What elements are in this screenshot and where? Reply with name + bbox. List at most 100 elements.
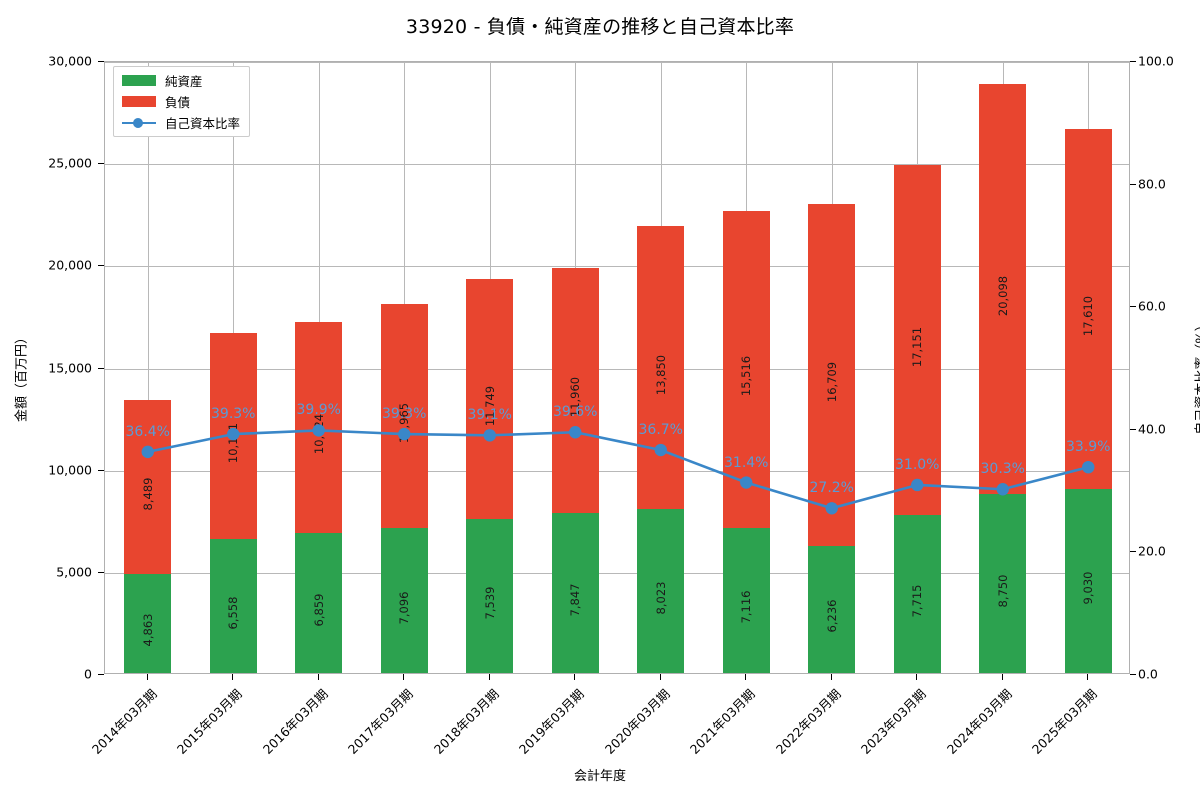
bar-stack[interactable]: 7,539 11,749 [466, 278, 514, 673]
y-axis-right-tick-mark [1130, 674, 1136, 675]
bar-segment-equity[interactable]: 9,030 [1064, 488, 1112, 673]
bar-value-label-debt: 10,324 [311, 414, 326, 455]
y-axis-right-tick-label: 80.0 [1138, 176, 1166, 192]
bar-value-label-debt: 10,101 [226, 422, 241, 463]
y-axis-left-tick-mark [98, 469, 104, 471]
bar-segment-equity[interactable]: 6,236 [808, 545, 856, 673]
y-axis-left-tick-mark [98, 265, 104, 267]
bar-stack[interactable]: 7,847 11,960 [551, 268, 599, 673]
y-axis-left-tick-mark [98, 61, 104, 62]
bar-stack[interactable]: 8,023 13,850 [637, 226, 685, 673]
gridline-horizontal [105, 164, 1129, 166]
y-axis-left-tick-label: 20,000 [48, 257, 92, 273]
gridline-horizontal [105, 266, 1129, 268]
legend-item[interactable]: 負債 [122, 94, 240, 110]
legend-item[interactable]: 純資産 [122, 73, 240, 89]
legend-line-marker [122, 117, 156, 128]
x-axis-tick-mark [232, 674, 234, 680]
chart-title: 33920 - 負債・純資産の推移と自己資本比率 [405, 16, 795, 38]
ratio-value-label: 39.9% [296, 402, 341, 419]
bar-stack[interactable]: 6,236 16,709 [808, 204, 856, 673]
bar-value-label-debt: 17,151 [910, 327, 925, 368]
bar-value-label-equity: 7,096 [397, 591, 412, 624]
bar-value-label-debt: 20,098 [995, 275, 1010, 317]
y-axis-left-tick-label: 10,000 [48, 462, 92, 478]
bar-segment-equity[interactable]: 7,715 [893, 515, 941, 673]
bar-value-label-equity: 8,750 [995, 574, 1010, 608]
bar-segment-debt[interactable]: 11,960 [551, 268, 599, 513]
y-axis-right-tick-mark [1130, 183, 1136, 185]
legend-color-swatch [122, 75, 156, 86]
bar-value-label-debt: 17,610 [1081, 295, 1096, 336]
y-axis-right-tick-label: 40.0 [1138, 421, 1166, 437]
gridline-horizontal [105, 62, 1129, 63]
y-axis-left-tick-label: 0 [84, 666, 92, 682]
legend-color-swatch [122, 96, 156, 107]
bar-value-label-debt: 13,850 [653, 354, 668, 395]
x-axis-tick-mark [488, 674, 490, 680]
gridline-vertical [147, 62, 149, 673]
bar-segment-debt[interactable]: 11,749 [466, 278, 514, 519]
bar-value-label-equity: 7,847 [568, 583, 583, 617]
bar-stack[interactable]: 7,096 10,965 [380, 303, 428, 673]
bar-value-label-equity: 6,859 [311, 593, 326, 627]
ratio-value-label: 31.4% [724, 454, 769, 471]
x-axis-tick-mark [1001, 674, 1003, 680]
bar-value-label-equity: 7,539 [482, 586, 497, 620]
ratio-value-label: 39.1% [467, 407, 512, 424]
ratio-value-label: 36.7% [638, 422, 683, 439]
ratio-value-label: 39.3% [211, 406, 256, 423]
bar-segment-debt[interactable]: 10,324 [295, 321, 343, 533]
ratio-value-label: 39.3% [382, 406, 427, 423]
bar-segment-equity[interactable]: 7,847 [551, 512, 599, 673]
bar-segment-equity[interactable]: 7,096 [380, 528, 428, 673]
bar-stack[interactable]: 4,863 8,489 [124, 400, 172, 673]
bar-segment-equity[interactable]: 7,539 [466, 518, 514, 673]
bar-segment-equity[interactable]: 8,750 [979, 494, 1027, 673]
bar-segment-debt[interactable]: 17,610 [1064, 128, 1112, 489]
bar-stack[interactable]: 7,116 15,516 [722, 210, 770, 673]
y-axis-left-tick-label: 15,000 [48, 360, 92, 375]
x-axis-label: 会計年度 [573, 769, 626, 784]
plot-area: 4,863 8,489 6,558 10,101 6,859 10,324 7,096 10,… [104, 61, 1130, 674]
bar-value-label-debt: 16,709 [824, 361, 839, 402]
bar-value-label-equity: 7,715 [910, 584, 925, 618]
ratio-value-label: 33.9% [1066, 439, 1111, 456]
x-axis-tick-mark [574, 674, 576, 680]
ratio-value-label: 30.3% [980, 461, 1025, 478]
bar-segment-equity[interactable]: 7,116 [722, 527, 770, 673]
y-axis-right-tick-mark [1130, 551, 1136, 553]
bar-segment-debt[interactable]: 10,101 [209, 332, 257, 539]
y-axis-right-tick-mark [1130, 61, 1136, 62]
bar-value-label-equity: 6,558 [226, 596, 241, 630]
bar-stack[interactable]: 6,859 10,324 [295, 321, 343, 673]
y-axis-left-tick-label: 5,000 [56, 564, 92, 580]
bar-segment-debt[interactable]: 15,516 [722, 210, 770, 528]
x-axis-tick-mark [403, 674, 405, 680]
bar-stack[interactable]: 8,750 20,098 [979, 83, 1027, 673]
bar-stack[interactable]: 6,558 10,101 [209, 332, 257, 673]
bar-segment-equity[interactable]: 6,859 [295, 532, 343, 673]
y-axis-right-tick-mark [1130, 306, 1136, 308]
gridline-horizontal [105, 572, 1129, 574]
legend-item-label: 自己資本比率 [165, 116, 241, 131]
bar-stack[interactable]: 7,715 17,151 [893, 164, 941, 673]
y-axis-right-label: 自己資本比率（%） [1194, 318, 1200, 435]
bar-stack[interactable]: 9,030 17,610 [1064, 128, 1112, 673]
y-axis-right-tick-mark [1130, 428, 1136, 430]
bar-segment-equity[interactable]: 4,863 [124, 573, 172, 673]
y-axis-left-tick-mark [98, 367, 104, 369]
bar-segment-equity[interactable]: 8,023 [637, 509, 685, 673]
bar-segment-debt[interactable]: 13,850 [637, 226, 685, 510]
x-axis-tick-mark [830, 674, 832, 680]
legend-item[interactable]: 自己資本比率 [122, 115, 241, 131]
y-axis-left-tick-label: 25,000 [48, 155, 92, 171]
bar-value-label-equity: 8,023 [653, 581, 668, 615]
bar-segment-equity[interactable]: 6,558 [209, 539, 257, 673]
bar-value-label-equity: 9,030 [1081, 571, 1096, 605]
bar-value-label-debt: 15,516 [739, 355, 754, 397]
legend-item-label: 負債 [165, 95, 191, 110]
bar-segment-debt[interactable]: 20,098 [979, 83, 1027, 495]
ratio-value-label: 39.6% [553, 404, 598, 421]
